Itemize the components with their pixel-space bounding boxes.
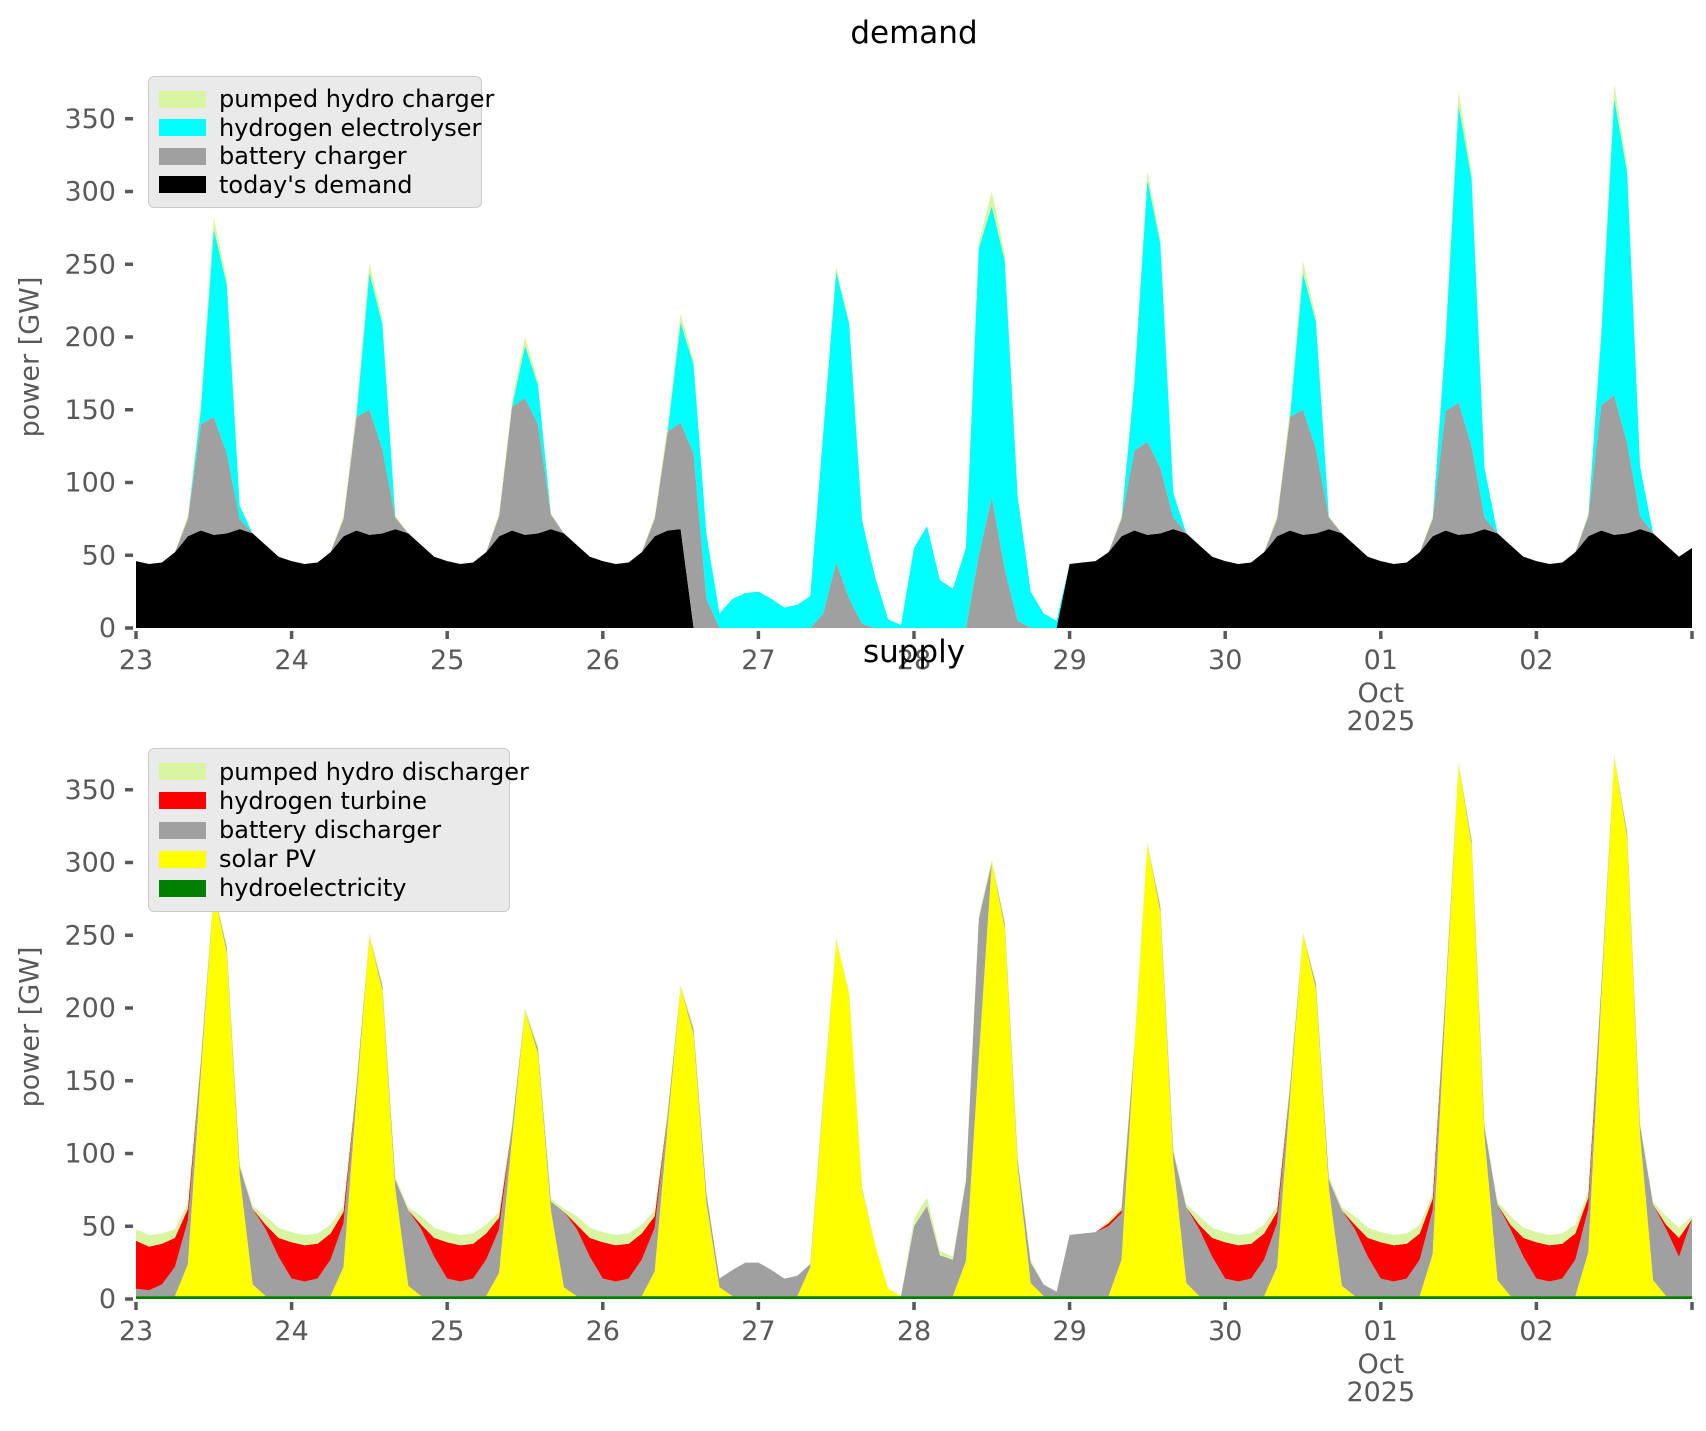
supply-plot-area (136, 754, 1692, 1299)
supply-chart-title: supply (862, 634, 966, 670)
legend-item-solar-pv: solar PV (159, 845, 495, 874)
y-tick-label: 300 (64, 848, 116, 879)
x-tick-label: 01 (1364, 645, 1398, 676)
demand-legend: pumped hydro charger hydrogen electrolyse… (148, 76, 494, 208)
x-tick-label: 29 (1052, 645, 1086, 676)
legend-label: battery discharger (219, 816, 442, 844)
y-tick-label: 0 (99, 613, 116, 644)
x-tick-label: 26 (586, 645, 620, 676)
legend-label: hydroelectricity (219, 874, 407, 903)
y-tick-label: 200 (64, 993, 116, 1024)
x-tick-label: 24 (274, 1316, 308, 1347)
legend-swatch-icon (159, 119, 206, 137)
y-tick-label: 100 (64, 468, 116, 499)
legend-swatch-icon (159, 792, 206, 810)
legend-label: battery charger (219, 142, 407, 171)
legend-swatch-icon (159, 147, 206, 165)
x-tick-label: 28 (897, 1316, 931, 1347)
demand-plot-area (136, 86, 1692, 628)
y-tick-label: 350 (64, 104, 116, 135)
x-tick-label: 02 (1519, 1316, 1553, 1347)
x-tick-label: 23 (119, 645, 153, 676)
y-tick-label: 200 (64, 322, 116, 353)
y-tick-label: 0 (99, 1284, 116, 1315)
x-tick-label: 24 (274, 645, 308, 676)
y-tick-label: 250 (64, 249, 116, 280)
y-tick-label: 300 (64, 177, 116, 208)
x-tick-label: 26 (586, 1316, 620, 1347)
series-area-hydroelectricity (136, 1296, 1692, 1299)
series-area-pumped-hydro-discharger (136, 754, 1692, 1297)
legend-item-hydrogen-electrolyser: hydrogen electrolyser (159, 114, 481, 143)
y-tick-label: 100 (64, 1139, 116, 1170)
x-tick-label: 02 (1519, 645, 1553, 676)
x-axis-sub-label: 2025 (1346, 706, 1415, 737)
legend-swatch-icon (159, 850, 206, 868)
legend-swatch-icon (159, 821, 206, 839)
series-area-battery-charger (136, 395, 1692, 628)
x-tick-label: 23 (119, 1316, 153, 1347)
x-tick-label: 01 (1364, 1316, 1398, 1347)
legend-label: pumped hydro discharger (219, 757, 529, 786)
legend-item-hydroelectricity: hydroelectricity (159, 874, 495, 903)
y-tick-label: 150 (64, 1066, 116, 1097)
x-tick-label: 27 (741, 1316, 775, 1347)
x-tick-label: 30 (1208, 1316, 1242, 1347)
x-tick-label: 30 (1208, 645, 1242, 676)
legend-swatch-icon (159, 90, 206, 108)
x-axis-sub-label: 2025 (1346, 1377, 1415, 1408)
legend-item-pumped-hydro-charger: pumped hydro charger (159, 85, 494, 114)
supply-legend: pumped hydro discharger hydrogen turbine b… (148, 748, 529, 912)
demand-chart-title: demand (850, 15, 978, 51)
x-tick-label: 27 (741, 645, 775, 676)
series-area-solar-pv (136, 757, 1692, 1297)
legend-label: hydrogen electrolyser (219, 113, 482, 142)
legend-item-battery-charger: battery charger (159, 142, 467, 171)
legend-swatch-icon (159, 879, 206, 897)
x-axis-sub-label: Oct (1357, 678, 1404, 709)
y-tick-label: 350 (64, 775, 116, 806)
legend-label: hydrogen turbine (219, 786, 427, 815)
y-tick-label: 250 (64, 920, 116, 951)
legend-swatch-icon (159, 763, 206, 781)
x-tick-label: 25 (430, 645, 464, 676)
x-tick-label: 25 (430, 1316, 464, 1347)
y-tick-label: 150 (64, 395, 116, 426)
y-tick-label: 50 (82, 540, 116, 571)
legend-swatch-icon (159, 176, 206, 194)
legend-item-battery-discharger: battery discharger (159, 815, 495, 844)
legend-label: pumped hydro charger (219, 85, 495, 114)
supply-y-axis-label: power [GW] (14, 946, 46, 1108)
legend-item-pumped-hydro-discharger: pumped hydro discharger (159, 757, 529, 786)
x-tick-label: 29 (1052, 1316, 1086, 1347)
y-tick-label: 50 (82, 1211, 116, 1242)
legend-label: today's demand (219, 170, 413, 199)
legend-item-hydrogen-turbine: hydrogen turbine (159, 786, 495, 815)
x-axis-sub-label: Oct (1357, 1349, 1404, 1380)
legend-item-today-s-demand: today's demand (159, 171, 467, 200)
series-area-today-s-demand (136, 529, 1692, 628)
legend-label: solar PV (219, 845, 316, 874)
x-tick-label: 28 (897, 645, 931, 676)
demand-y-axis-label: power [GW] (14, 276, 46, 438)
